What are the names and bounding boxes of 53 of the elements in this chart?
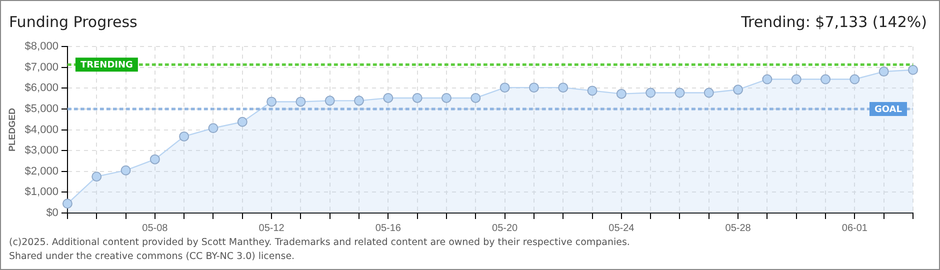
- x-tick-label: 05-12: [258, 222, 285, 234]
- point: [762, 74, 772, 84]
- y-axis-title: PLEDGED: [6, 108, 17, 152]
- point: [208, 123, 218, 134]
- point: [528, 82, 539, 93]
- point: [441, 92, 452, 103]
- point: [558, 82, 568, 93]
- x-tick-label: 05-16: [375, 222, 402, 234]
- y-tick-label: $4,000: [24, 124, 58, 136]
- x-tick-label: 05-24: [608, 222, 635, 234]
- point: [470, 92, 481, 103]
- point: [324, 96, 335, 106]
- point: [704, 88, 714, 98]
- point: [500, 82, 510, 93]
- x-tick-label: 05-28: [725, 222, 752, 234]
- point: [237, 116, 248, 127]
- text: Trending: $7,133 (142%): [741, 13, 927, 31]
- point: [674, 88, 685, 98]
- ref-line-label: GOAL: [874, 104, 902, 115]
- point: [412, 92, 422, 103]
- point: [354, 96, 364, 106]
- x-tick-label: 06-01: [842, 222, 868, 234]
- y-tick-label: $0: [46, 207, 58, 220]
- point: [820, 74, 831, 84]
- point: [616, 88, 626, 99]
- point: [296, 96, 306, 107]
- y-tick-label: $3,000: [24, 144, 58, 157]
- point: [179, 131, 190, 142]
- point: [92, 172, 102, 182]
- text: Shared under the creative commons (CC BY-NC 3.0) license.: [9, 251, 295, 262]
- y-tick-label: $2,000: [24, 165, 58, 178]
- ref-line-label: TRENDING: [80, 60, 133, 70]
- point: [733, 84, 744, 95]
- point: [850, 74, 860, 84]
- chart-title: Funding Progress: [9, 13, 138, 31]
- x-tick-label: 05-08: [142, 222, 168, 234]
- point: [62, 198, 72, 209]
- point: [878, 66, 889, 77]
- point: [587, 86, 598, 96]
- point: [646, 88, 656, 98]
- x-tick-label: 05-20: [492, 222, 518, 234]
- y-tick-label: $6,000: [24, 82, 58, 94]
- y-tick-label: $5,000: [24, 103, 58, 116]
- y-tick-label: $7,000: [24, 61, 58, 74]
- point: [908, 64, 918, 75]
- text: (c)2025. Additional content provided by Scott Manthey. Trademarks and related content are owned by their respective companies.: [9, 237, 630, 248]
- point: [383, 92, 394, 103]
- y-tick-label: $1,000: [24, 186, 58, 198]
- point: [791, 74, 802, 84]
- point: [120, 165, 131, 176]
- point: [266, 96, 277, 107]
- point: [150, 154, 160, 164]
- y-tick-label: $8,000: [24, 40, 58, 53]
